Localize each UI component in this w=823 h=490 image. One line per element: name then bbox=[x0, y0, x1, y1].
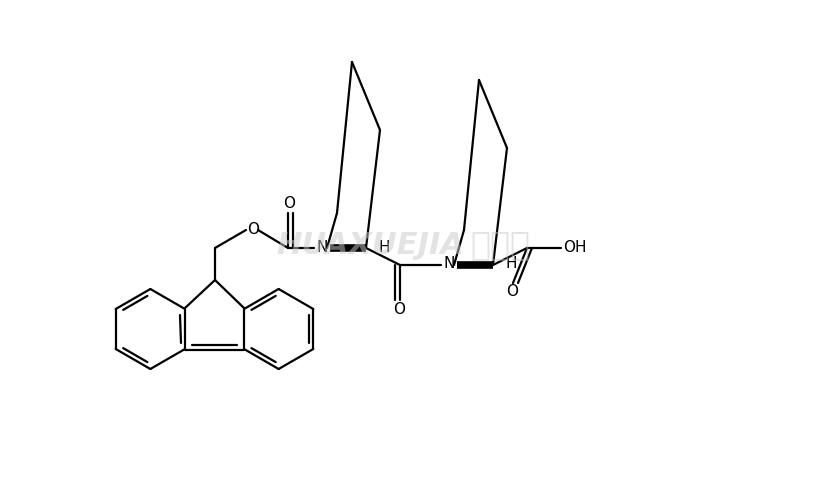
Text: O: O bbox=[283, 196, 295, 212]
Text: H: H bbox=[379, 240, 390, 254]
Text: H: H bbox=[505, 256, 517, 271]
Text: O: O bbox=[506, 285, 518, 299]
Text: N: N bbox=[444, 256, 454, 271]
Text: O: O bbox=[393, 301, 405, 317]
Text: N: N bbox=[316, 240, 328, 254]
Text: HUAXUEJIA: HUAXUEJIA bbox=[276, 230, 464, 260]
Text: O: O bbox=[247, 222, 259, 238]
Text: OH: OH bbox=[563, 241, 587, 255]
Text: 化学加: 化学加 bbox=[470, 228, 530, 262]
